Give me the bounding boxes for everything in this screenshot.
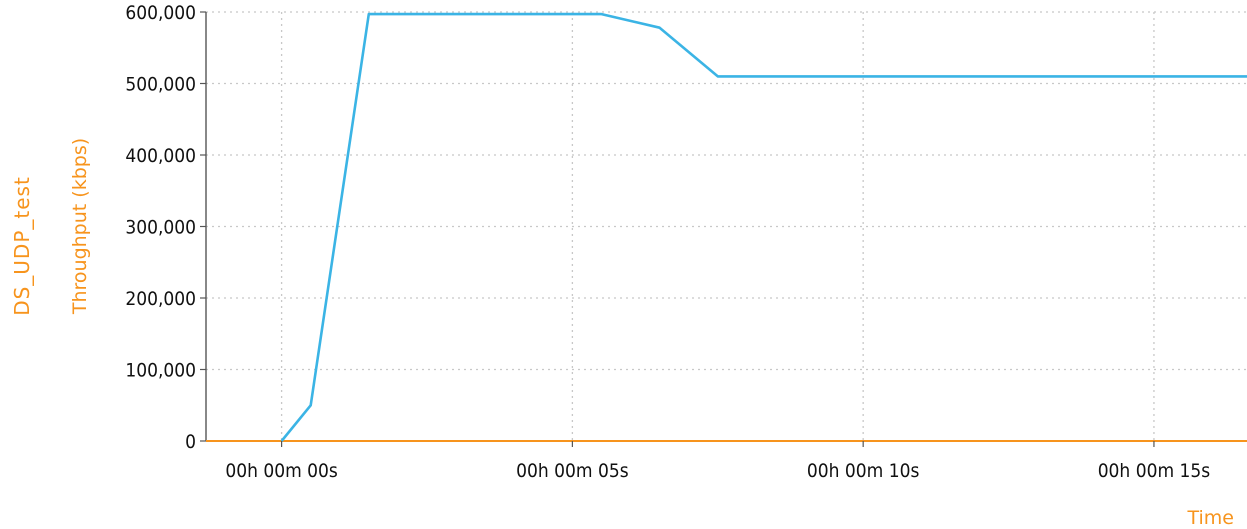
y-tick-label: 0 <box>185 431 196 453</box>
x-axis-label: Time <box>1187 507 1235 529</box>
series-layer <box>280 12 1247 442</box>
y-tick-label: 300,000 <box>125 217 196 239</box>
y-tick-label: 100,000 <box>125 360 196 382</box>
y-axis-label: Throughput (kbps) <box>69 138 91 315</box>
series-line <box>280 12 1247 442</box>
y-tick-label: 200,000 <box>125 288 196 310</box>
chart-title: DS_UDP_test <box>10 176 34 316</box>
y-tick-label: 600,000 <box>125 2 196 24</box>
y-axis-ticks: 0 100,000 200,000 300,000 400,000 500,000 600,… <box>125 2 206 453</box>
y-tick-label: 400,000 <box>125 145 196 167</box>
x-tick-label: 00h 00m 10s <box>807 460 920 482</box>
x-tick-label: 00h 00m 05s <box>516 460 629 482</box>
x-axis-ticks: 00h 00m 00s 00h 00m 05s 00h 00m 10s 00h 00m… <box>225 441 1210 482</box>
x-tick-label: 00h 00m 00s <box>225 460 338 482</box>
x-tick-label: 00h 00m 15s <box>1098 460 1211 482</box>
y-tick-label: 500,000 <box>125 74 196 96</box>
